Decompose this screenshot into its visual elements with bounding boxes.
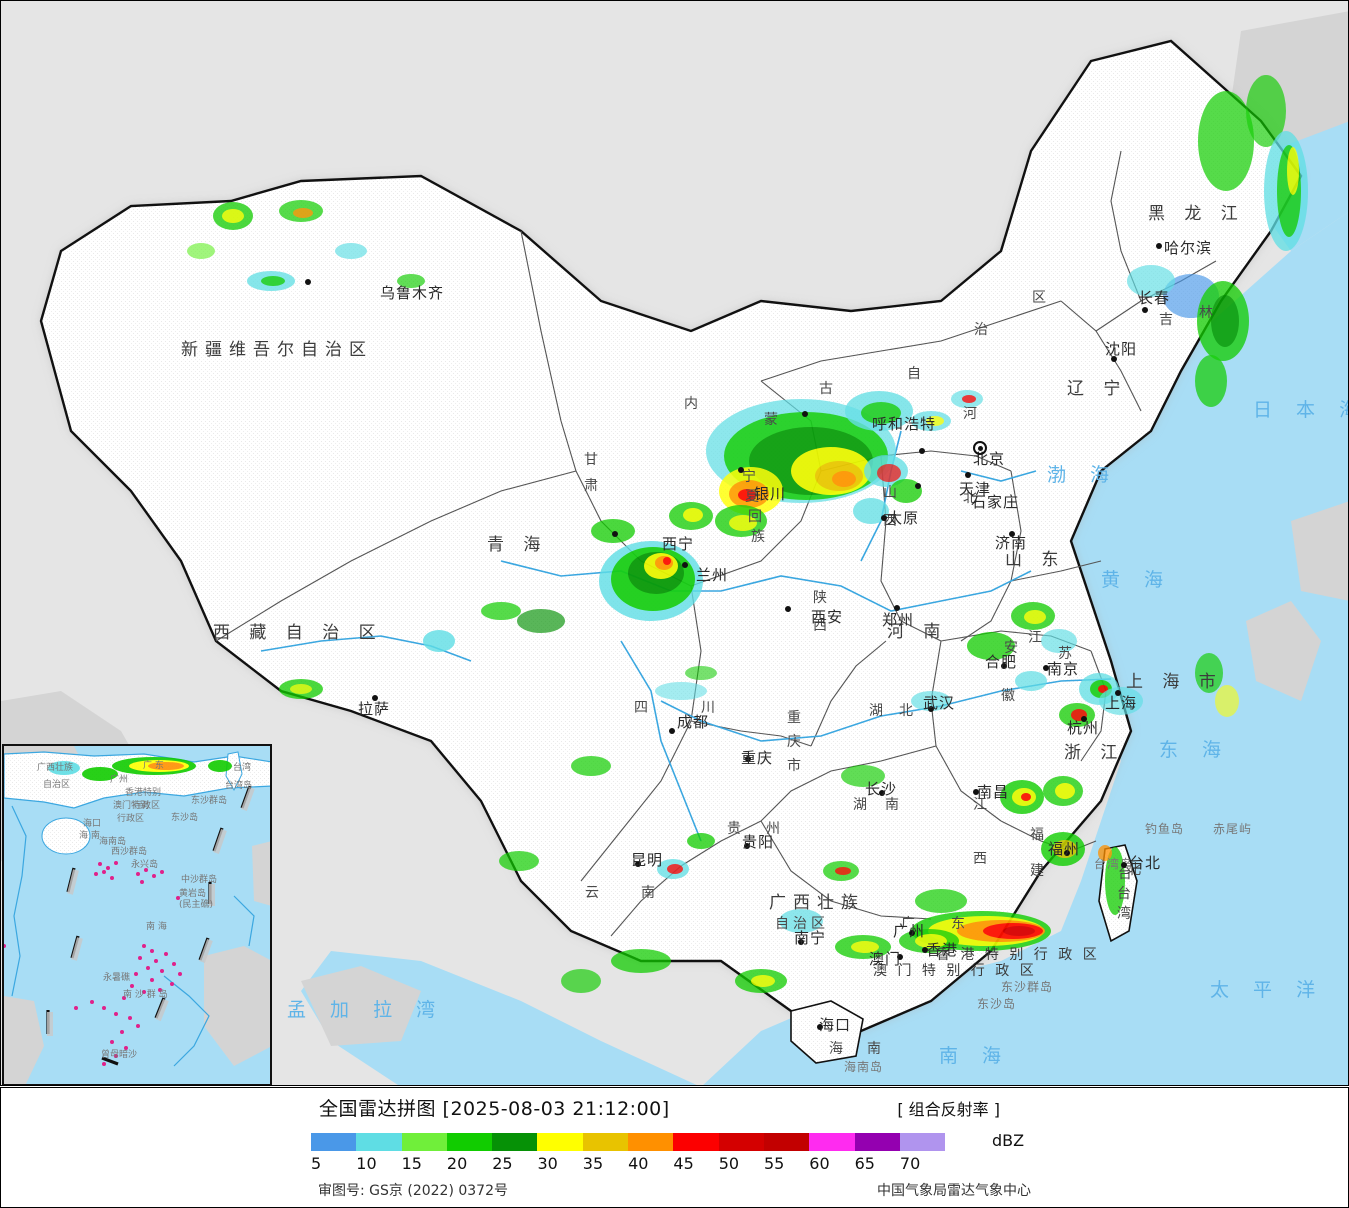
dbz-swatch-20 [446, 1133, 493, 1151]
city-marker-26[interactable] [1064, 850, 1070, 856]
dbz-tick-25: 25 [492, 1154, 513, 1173]
city-marker-16[interactable] [744, 843, 750, 849]
dbz-swatch-35 [582, 1133, 629, 1151]
issuing-agency: 中国气象局雷达气象中心 [877, 1183, 1031, 1199]
city-marker-13[interactable] [669, 728, 675, 734]
hainan-island [790, 1000, 864, 1064]
city-marker-4[interactable] [738, 467, 744, 473]
dbz-swatch-65 [854, 1133, 900, 1151]
south-china-sea-inset[interactable]: 广西壮族 自治区广 东广州 香港特别 行政区 澳门特别 行政区 台湾岛 台湾 海口海 南海南岛东… [2, 744, 272, 1085]
dbz-tick-20: 20 [446, 1154, 468, 1173]
city-marker-33[interactable] [1121, 862, 1127, 868]
city-marker-2[interactable] [612, 531, 618, 537]
dbz-swatch-70 [899, 1133, 946, 1151]
city-marker-17[interactable] [798, 939, 804, 945]
sea-area [703, 212, 1348, 1085]
dbz-swatch-30 [537, 1133, 583, 1151]
dbz-swatch-45 [673, 1133, 719, 1151]
city-marker-9[interactable] [881, 515, 887, 521]
city-marker-30[interactable] [1115, 690, 1121, 696]
china-map-svg [1, 1, 1348, 1085]
city-marker-19[interactable] [817, 1024, 823, 1030]
dbz-swatch-60 [809, 1133, 855, 1151]
city-marker-7[interactable] [965, 472, 971, 478]
city-marker-28[interactable] [1142, 307, 1148, 313]
china-mainland-outline [39, 39, 1303, 1033]
city-marker-31[interactable] [897, 954, 903, 960]
dbz-swatch-25 [492, 1133, 538, 1151]
city-marker-22[interactable] [928, 706, 934, 712]
dbz-tick-35: 35 [582, 1154, 604, 1173]
city-marker-5[interactable] [802, 411, 808, 417]
city-marker-23[interactable] [1001, 663, 1007, 669]
dbz-swatch-40 [628, 1133, 674, 1151]
city-marker-10[interactable] [1009, 531, 1015, 537]
dbz-tick-5: 5 [311, 1154, 322, 1173]
inset-svg [4, 746, 270, 1084]
dbz-tick-55: 55 [764, 1154, 785, 1173]
legend-title: 全国雷达拼图 [2025-08-03 21:12:00] [319, 1098, 670, 1120]
radar-map-canvas[interactable]: 新疆维吾尔自治区西 藏 自 治 区青 海甘肃内蒙古自治区宁夏回族陕西山西河北黑 … [0, 0, 1349, 1086]
city-marker-18[interactable] [909, 930, 915, 936]
city-marker-6[interactable] [919, 448, 925, 454]
dbz-tick-40: 40 [628, 1154, 649, 1173]
capital-marker-beijing[interactable] [973, 441, 987, 455]
city-marker-12[interactable] [785, 606, 791, 612]
city-marker-14[interactable] [745, 756, 751, 762]
city-marker-11[interactable] [894, 605, 900, 611]
dbz-tick-60: 60 [809, 1154, 830, 1173]
dbz-tick-labels: 5 10 15 20 25 30 35 40 45 50 55 60 65 70 [303, 1154, 1023, 1174]
city-marker-15[interactable] [635, 861, 641, 867]
dbz-swatch-15 [401, 1133, 447, 1151]
dbz-unit-label: dBZ [992, 1131, 1025, 1150]
city-marker-1[interactable] [372, 695, 378, 701]
city-marker-3[interactable] [682, 562, 688, 568]
dbz-tick-70: 70 [899, 1154, 921, 1173]
province-boundaries [215, 150, 1217, 937]
city-marker-25[interactable] [1081, 716, 1087, 722]
dbz-tick-10: 10 [356, 1154, 377, 1173]
dbz-tick-65: 65 [854, 1154, 875, 1173]
legend-product-type: [ 组合反射率 ] [897, 1100, 1000, 1119]
dbz-swatch-10 [356, 1133, 402, 1151]
dbz-swatch-5 [311, 1133, 357, 1151]
map-approval-number: 审图号: GS京 (2022) 0372号 [318, 1183, 508, 1199]
dbz-swatch-55 [763, 1133, 810, 1151]
radar-echo-layer [187, 75, 1308, 993]
city-marker-20[interactable] [879, 790, 885, 796]
city-marker-27[interactable] [1156, 243, 1162, 249]
dbz-tick-30: 30 [537, 1154, 558, 1173]
city-marker-32[interactable] [922, 947, 928, 953]
dbz-swatch-50 [718, 1133, 764, 1151]
city-marker-24[interactable] [1043, 665, 1049, 671]
city-marker-21[interactable] [973, 789, 979, 795]
city-marker-8[interactable] [915, 483, 921, 489]
dbz-tick-45: 45 [673, 1154, 694, 1173]
dbz-tick-15: 15 [401, 1154, 422, 1173]
city-marker-29[interactable] [1111, 356, 1117, 362]
dbz-tick-50: 50 [718, 1154, 740, 1173]
city-marker-0[interactable] [305, 279, 311, 285]
dbz-color-bar [311, 1133, 946, 1151]
